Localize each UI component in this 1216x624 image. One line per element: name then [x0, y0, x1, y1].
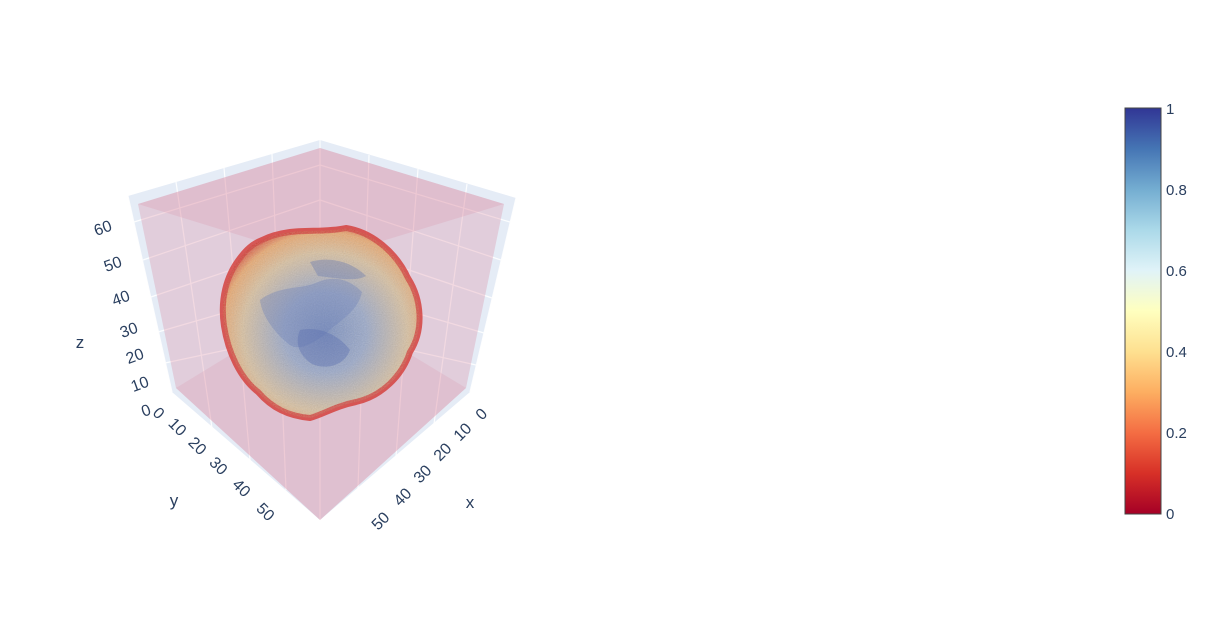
colorbar-tick-label: 1 — [1166, 101, 1174, 118]
z-axis: 0 10 20 30 40 50 60 z — [76, 218, 154, 421]
colorbar-tick-label: 0.2 — [1166, 425, 1187, 442]
y-tick-label: 50 — [253, 500, 278, 525]
colorbar-ticks: 0 0.2 0.4 0.6 0.8 1 — [1166, 101, 1187, 523]
y-axis-title: y — [170, 491, 179, 510]
z-tick-label: 10 — [129, 374, 152, 396]
x-tick-label: 30 — [411, 462, 436, 487]
z-tick-label: 40 — [110, 288, 133, 310]
colorbar-gradient — [1124, 107, 1162, 515]
colorbar-tick-label: 0.6 — [1166, 263, 1187, 280]
colorbar-tick-label: 0 — [1166, 506, 1174, 523]
y-tick-label: 30 — [206, 454, 231, 479]
colorbar[interactable]: 0 0.2 0.4 0.6 0.8 1 — [1124, 101, 1187, 523]
y-tick-label: 0 — [149, 405, 167, 423]
z-tick-label: 30 — [118, 320, 141, 342]
z-tick-label: 60 — [92, 218, 115, 240]
z-tick-label: 50 — [102, 254, 125, 276]
x-tick-label: 40 — [391, 485, 416, 510]
colorbar-tick-label: 0.8 — [1166, 182, 1187, 199]
y-tick-label: 40 — [229, 476, 254, 501]
z-axis-title: z — [76, 333, 85, 352]
volume-isosurface — [219, 224, 423, 422]
x-tick-label: 10 — [451, 420, 476, 445]
y-tick-label: 10 — [165, 415, 190, 440]
x-tick-label: 20 — [431, 440, 456, 465]
z-tick-label: 20 — [124, 346, 147, 368]
x-axis-title: x — [466, 493, 475, 512]
y-tick-label: 20 — [185, 434, 210, 459]
colorbar-tick-label: 0.4 — [1166, 344, 1187, 361]
x-tick-label: 0 — [473, 405, 491, 423]
x-tick-label: 50 — [369, 509, 394, 534]
